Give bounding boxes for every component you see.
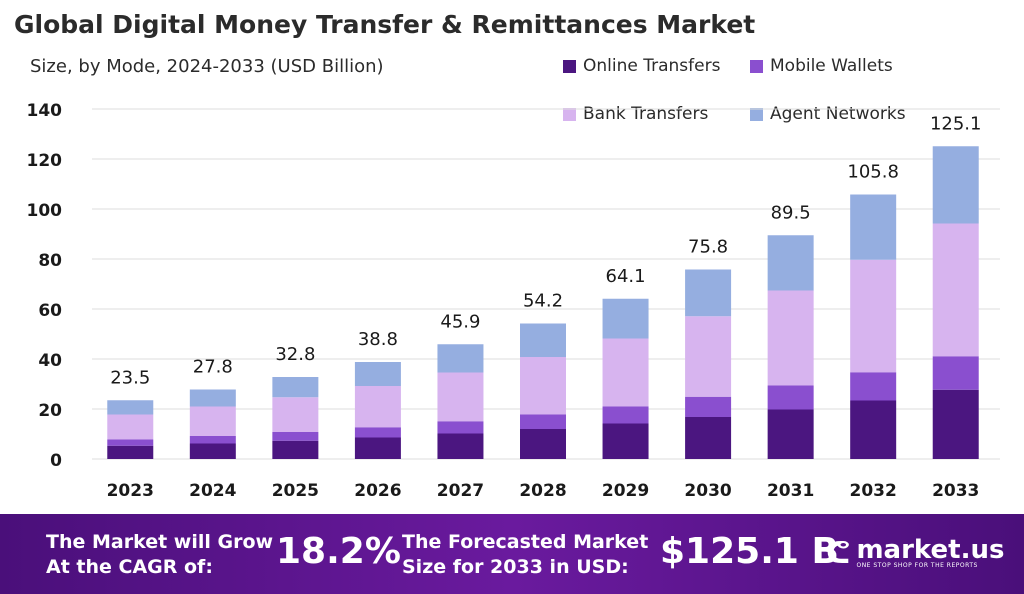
bar-segment-online-transfers xyxy=(932,389,979,459)
cagr-label-line-2: At the CAGR of: xyxy=(46,556,213,578)
bar-segment-agent-networks xyxy=(437,344,484,373)
footer-banner: The Market will Grow At the CAGR of: 18.… xyxy=(0,514,1024,594)
bar-segment-agent-networks xyxy=(189,389,236,407)
x-tick-label: 2025 xyxy=(272,481,319,501)
bar-segment-online-transfers xyxy=(437,433,484,459)
y-tick-label: 20 xyxy=(38,401,62,421)
y-tick-label: 80 xyxy=(38,251,62,271)
legend-swatch-online-transfers xyxy=(563,59,576,73)
y-tick-label: 60 xyxy=(38,301,62,321)
bar-segment-online-transfers xyxy=(850,400,897,459)
bar-segment-bank-transfers xyxy=(932,223,979,357)
bar-segment-agent-networks xyxy=(767,235,814,291)
x-tick-label: 2024 xyxy=(189,481,236,501)
bar-segment-bank-transfers xyxy=(354,386,401,428)
forecast-label: The Forecasted Market Size for 2033 in U… xyxy=(402,530,648,580)
bar-segment-bank-transfers xyxy=(850,259,897,373)
y-tick-label: 40 xyxy=(38,351,62,371)
bar-segment-mobile-wallets xyxy=(602,406,649,424)
legend-swatch-agent-networks xyxy=(750,107,763,121)
bar-segment-agent-networks xyxy=(932,146,979,224)
y-tick-label: 120 xyxy=(27,151,63,171)
bar-total-label: 23.5 xyxy=(110,367,150,388)
bar-segment-bank-transfers xyxy=(767,290,814,386)
bar-segment-bank-transfers xyxy=(107,414,154,440)
bar-segment-mobile-wallets xyxy=(354,427,401,438)
chart-title: Global Digital Money Transfer & Remittan… xyxy=(14,10,756,39)
chart-subtitle: Size, by Mode, 2024-2033 (USD Billion) xyxy=(30,56,384,77)
cagr-label: The Market will Grow At the CAGR of: xyxy=(46,530,273,580)
bar-segment-agent-networks xyxy=(850,194,897,260)
bar-segment-online-transfers xyxy=(767,409,814,459)
bar-segment-mobile-wallets xyxy=(189,436,236,444)
market-us-logo: ᕦ market.us ONE STOP SHOP FOR THE REPORT… xyxy=(826,536,1004,571)
bar-total-label: 32.8 xyxy=(275,344,315,365)
bar-segment-bank-transfers xyxy=(272,397,319,432)
bar-total-label: 45.9 xyxy=(440,311,480,332)
bar-segment-online-transfers xyxy=(685,417,732,459)
forecast-label-line-1: The Forecasted Market xyxy=(402,531,649,553)
bar-total-label: 89.5 xyxy=(771,202,811,223)
bar-segment-bank-transfers xyxy=(602,338,649,407)
legend-mobile-wallets: Mobile Wallets xyxy=(750,56,893,76)
bar-segment-mobile-wallets xyxy=(685,396,732,417)
x-tick-label: 2030 xyxy=(684,481,731,501)
bar-segment-agent-networks xyxy=(685,269,732,317)
forecast-label-line-2: Size for 2033 in USD: xyxy=(402,556,629,578)
bar-segment-bank-transfers xyxy=(189,406,236,436)
bar-segment-online-transfers xyxy=(189,443,236,459)
legend-online-transfers: Online Transfers xyxy=(563,56,720,76)
forecast-value: $125.1 B xyxy=(660,531,839,572)
legend-swatch-mobile-wallets xyxy=(750,59,763,73)
x-tick-label: 2029 xyxy=(602,481,649,501)
stacked-bar-chart: 0 20 40 60 80 100 120 140 23.5 2023 27.8 2024 32.8 20… xyxy=(27,101,1000,501)
bar-segment-agent-networks xyxy=(354,362,401,386)
bar-total-label: 38.8 xyxy=(358,329,398,350)
bar-segment-online-transfers xyxy=(107,445,154,459)
bar-segment-mobile-wallets xyxy=(437,421,484,434)
bar-segment-agent-networks xyxy=(520,323,566,357)
legend-swatch-bank-transfers xyxy=(563,107,576,121)
bar-segment-online-transfers xyxy=(520,429,566,459)
bar-segment-mobile-wallets xyxy=(272,432,319,441)
legend-label-online-transfers: Online Transfers xyxy=(583,56,721,76)
x-tick-label: 2032 xyxy=(850,481,897,501)
bar-segment-mobile-wallets xyxy=(107,439,154,446)
bar-segment-agent-networks xyxy=(602,298,649,339)
x-tick-label: 2023 xyxy=(107,481,154,501)
bar-segment-mobile-wallets xyxy=(767,385,814,410)
bar-segment-mobile-wallets xyxy=(850,372,897,401)
logo-mark-icon: ᕦ xyxy=(826,536,851,571)
bar-total-label: 75.8 xyxy=(688,237,728,258)
bar-total-label: 64.1 xyxy=(606,266,646,287)
bar-total-label: 125.1 xyxy=(930,113,982,134)
y-tick-label: 0 xyxy=(50,451,62,471)
cagr-value: 18.2% xyxy=(276,531,401,572)
bar-segment-bank-transfers xyxy=(520,357,566,415)
x-tick-label: 2031 xyxy=(767,481,814,501)
bar-segment-mobile-wallets xyxy=(520,414,566,429)
x-tick-label: 2027 xyxy=(437,481,484,501)
cagr-label-line-1: The Market will Grow xyxy=(46,531,274,553)
bar-segment-agent-networks xyxy=(272,377,319,398)
bar-segment-agent-networks xyxy=(107,400,154,415)
logo-tagline: ONE STOP SHOP FOR THE REPORTS xyxy=(856,562,978,569)
bar-segment-bank-transfers xyxy=(437,372,484,422)
bar-total-label: 105.8 xyxy=(847,162,899,183)
y-tick-label: 100 xyxy=(27,201,63,221)
bar-segment-online-transfers xyxy=(354,437,401,459)
legend-label-mobile-wallets: Mobile Wallets xyxy=(770,56,893,76)
bar-segment-mobile-wallets xyxy=(932,356,979,390)
bar-segment-online-transfers xyxy=(602,423,649,459)
bar-total-label: 27.8 xyxy=(193,357,233,378)
bar-segment-bank-transfers xyxy=(685,316,732,397)
x-tick-label: 2026 xyxy=(354,481,401,501)
bar-total-label: 54.2 xyxy=(523,291,563,312)
bar-segment-online-transfers xyxy=(272,440,319,459)
y-tick-label: 140 xyxy=(27,101,63,121)
x-tick-label: 2028 xyxy=(519,481,566,501)
logo-name: market.us xyxy=(856,535,1005,565)
x-tick-label: 2033 xyxy=(932,481,979,501)
